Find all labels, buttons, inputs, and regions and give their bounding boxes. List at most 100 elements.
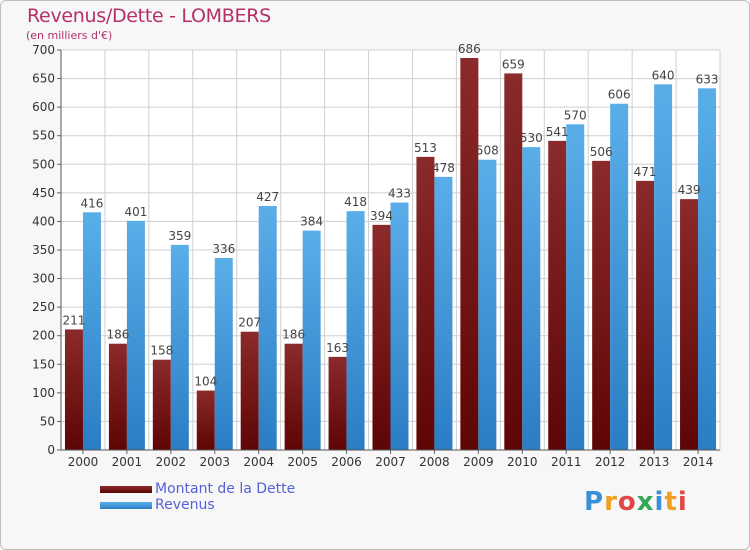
legend-label-revenus: Revenus [155, 497, 215, 513]
data-label-revenus: 416 [81, 196, 104, 210]
logo-letter: r [604, 487, 618, 517]
bar-dette [108, 343, 127, 450]
x-tick-label: 2013 [639, 455, 670, 469]
bar-dette [64, 329, 83, 450]
bar-dette [636, 180, 655, 450]
data-label-revenus: 401 [124, 205, 147, 219]
logo-letter: o [617, 487, 637, 517]
bar-revenus [302, 230, 321, 450]
data-label-revenus: 336 [212, 242, 235, 256]
data-label-revenus: 640 [652, 68, 675, 82]
data-label-revenus: 530 [520, 131, 543, 145]
bar-dette [284, 343, 303, 450]
chart-title: Revenus/Dette - LOMBERS [27, 5, 271, 27]
data-label-revenus: 508 [476, 144, 499, 158]
data-label-revenus: 427 [256, 190, 279, 204]
bar-dette [680, 199, 699, 450]
bar-revenus [522, 147, 541, 450]
legend-label-dette: Montant de la Dette [155, 481, 296, 497]
bar-revenus [434, 176, 453, 450]
proxiti-logo: Proxiti [584, 487, 688, 517]
data-label-revenus: 633 [696, 72, 719, 86]
x-tick-label: 2008 [419, 455, 450, 469]
x-tick-label: 2010 [507, 455, 538, 469]
x-tick-label: 2004 [243, 455, 274, 469]
legend-swatch-dette [100, 486, 152, 493]
data-label-dette: 163 [326, 341, 349, 355]
data-label-dette: 506 [590, 145, 613, 159]
data-label-revenus: 606 [608, 88, 631, 102]
bar-dette [152, 359, 171, 450]
y-tick-label: 350 [32, 243, 55, 257]
bar-revenus [654, 84, 673, 451]
logo-letter: P [584, 487, 605, 517]
data-label-revenus: 433 [388, 187, 411, 201]
logo-letter: x [636, 487, 655, 517]
x-tick-label: 2001 [112, 455, 143, 469]
x-tick-label: 2011 [551, 455, 582, 469]
y-tick-label: 300 [32, 272, 55, 286]
logo-letter: i [677, 487, 688, 517]
bar-dette [328, 356, 347, 450]
data-label-dette: 513 [414, 141, 437, 155]
x-tick-label: 2005 [287, 455, 318, 469]
y-tick-label: 50 [40, 414, 55, 428]
x-tick-label: 2002 [156, 455, 187, 469]
y-tick-label: 400 [32, 214, 55, 228]
y-tick-label: 150 [32, 357, 55, 371]
bar-dette [416, 156, 435, 450]
data-label-revenus: 418 [344, 195, 367, 209]
logo-letter: i [654, 487, 665, 517]
data-label-dette: 439 [678, 183, 701, 197]
bar-dette [592, 160, 611, 450]
y-tick-label: 500 [32, 157, 55, 171]
data-label-dette: 659 [502, 57, 525, 71]
data-label-dette: 186 [282, 328, 305, 342]
bar-revenus [610, 103, 629, 450]
bar-revenus [346, 211, 365, 450]
x-tick-label: 2003 [199, 455, 230, 469]
data-label-dette: 104 [194, 375, 217, 389]
chart-subtitle: (en milliers d'€) [26, 29, 113, 42]
bar-revenus [82, 212, 101, 450]
x-tick-label: 2009 [463, 455, 494, 469]
y-tick-label: 250 [32, 300, 55, 314]
data-label-dette: 186 [106, 328, 129, 342]
data-label-revenus: 478 [432, 161, 455, 175]
data-label-revenus: 384 [300, 215, 323, 229]
data-label-revenus: 570 [564, 108, 587, 122]
data-label-dette: 686 [458, 42, 481, 56]
y-tick-label: 450 [32, 186, 55, 200]
y-tick-label: 700 [32, 43, 55, 57]
data-label-dette: 394 [370, 209, 393, 223]
bar-dette [460, 58, 479, 450]
x-tick-label: 2000 [68, 455, 99, 469]
data-label-dette: 158 [150, 344, 173, 358]
axes: 0 50 100 150 200 250 300 350 400 450 500 550 600 650 7… [32, 43, 720, 469]
legend-swatch-revenus [100, 502, 152, 509]
bar-revenus [214, 258, 233, 450]
y-tick-label: 550 [32, 129, 55, 143]
data-labels: 211 416 186 401 158 359 104 336 207 427 186 384 163 4… [63, 42, 719, 389]
data-label-dette: 541 [546, 125, 569, 139]
bar-dette [504, 73, 523, 450]
y-tick-label: 0 [47, 443, 55, 457]
x-tick-label: 2007 [375, 455, 406, 469]
y-tick-label: 200 [32, 329, 55, 343]
x-tick-label: 2006 [331, 455, 362, 469]
y-tick-label: 600 [32, 100, 55, 114]
data-label-dette: 207 [238, 316, 261, 330]
data-label-dette: 211 [63, 313, 86, 327]
bar-revenus [126, 220, 145, 450]
bar-dette [548, 140, 567, 450]
bar-dette [196, 390, 215, 450]
bar-revenus [698, 88, 717, 451]
data-label-revenus: 359 [168, 229, 191, 243]
y-tick-label: 100 [32, 386, 55, 400]
y-tick-label: 650 [32, 72, 55, 86]
bar-revenus [258, 206, 277, 450]
bar-dette [372, 224, 391, 450]
x-tick-label: 2014 [683, 455, 714, 469]
data-label-dette: 471 [634, 165, 657, 179]
